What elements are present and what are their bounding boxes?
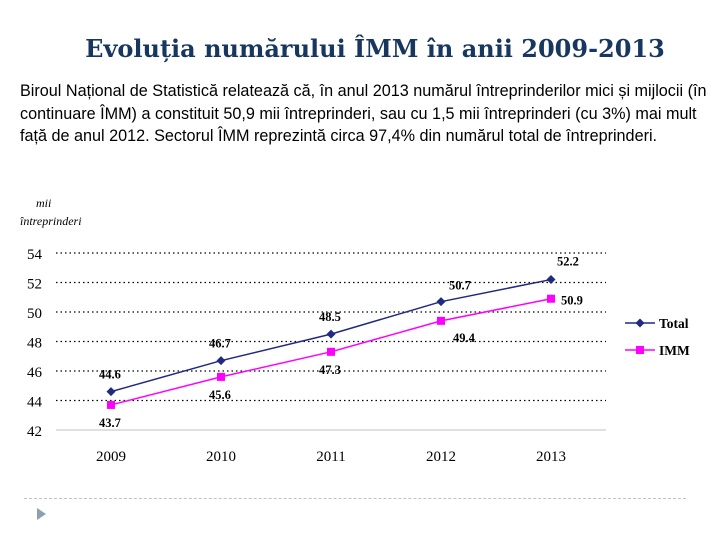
data-point <box>547 294 555 303</box>
y-tick-label: 48 <box>27 336 42 352</box>
y-tick-label: 42 <box>27 424 42 440</box>
x-tick-label: 2011 <box>316 449 345 465</box>
data-label: 50.7 <box>449 279 471 293</box>
intro-paragraph: Biroul Național de Statistică relatează … <box>20 82 707 145</box>
data-point <box>327 347 335 356</box>
data-label: 44.6 <box>99 368 121 382</box>
y-tick-label: 50 <box>27 306 42 322</box>
data-label: 48.5 <box>319 310 341 324</box>
data-label: 47.3 <box>319 363 341 377</box>
data-point <box>107 400 115 409</box>
data-point <box>546 275 556 285</box>
legend-label: Total <box>659 316 689 331</box>
legend-marker <box>635 318 645 328</box>
data-label: 49.4 <box>453 331 476 345</box>
data-point <box>217 372 225 381</box>
legend-label: IMM <box>659 343 690 358</box>
footer-bullet-icon <box>37 508 46 520</box>
data-point <box>436 297 446 307</box>
line-chart: mii întreprinderi 42 44 46 48 50 52 54 2009 201… <box>20 196 690 465</box>
y-axis-label: mii <box>36 196 51 210</box>
data-point <box>106 387 116 397</box>
data-label: 45.6 <box>209 388 231 402</box>
data-point <box>326 329 336 339</box>
footer-divider <box>24 498 686 499</box>
y-tick-label: 52 <box>27 277 42 293</box>
data-label: 46.7 <box>209 337 231 351</box>
page-title: Evoluția numărului ÎMM în anii 2009-2013 <box>85 34 665 63</box>
y-tick-label: 44 <box>27 395 43 411</box>
data-point <box>216 356 226 366</box>
y-axis-label: întreprinderi <box>20 214 82 228</box>
data-label: 52.2 <box>557 255 579 269</box>
data-label: 50.9 <box>561 294 583 308</box>
y-tick-label: 46 <box>27 365 43 381</box>
y-tick-label: 54 <box>27 247 43 263</box>
x-tick-label: 2010 <box>206 449 236 465</box>
data-label: 43.7 <box>99 416 121 430</box>
legend-marker <box>636 346 644 354</box>
x-tick-label: 2013 <box>536 449 566 465</box>
x-tick-label: 2012 <box>426 449 456 465</box>
x-tick-label: 2009 <box>96 449 126 465</box>
data-point <box>437 316 445 325</box>
